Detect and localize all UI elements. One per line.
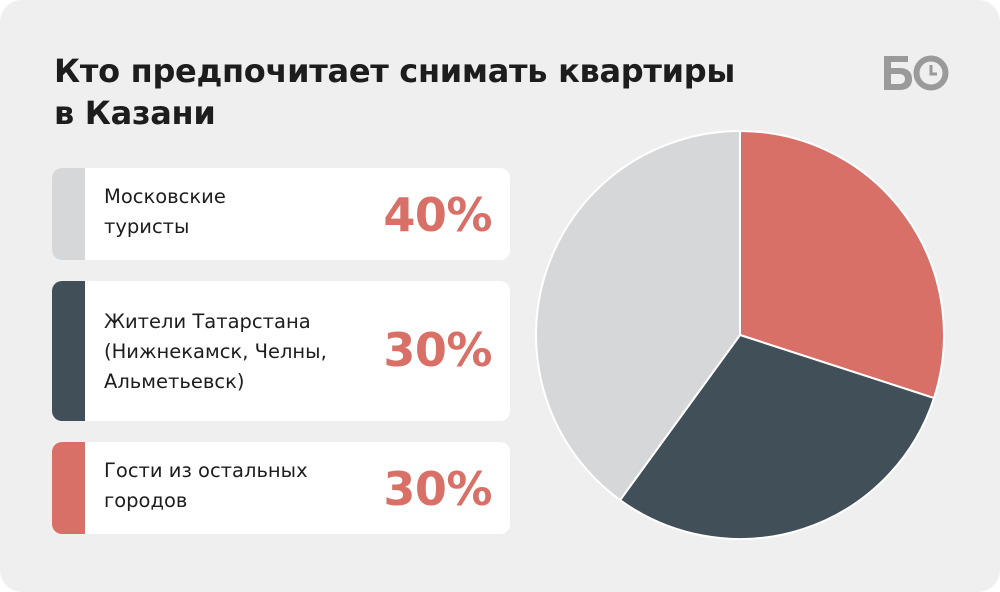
legend-item-tatarstan-residents: Жители Татарстана (Нижнекамск, Челны, Ал… (52, 281, 510, 421)
legend-label: Жители Татарстана (Нижнекамск, Челны, Ал… (104, 310, 327, 393)
legend-item-moscow-tourists: Московские туристы 40% (52, 168, 510, 260)
chart-title: Кто предпочитает снимать квартиры в Каза… (54, 52, 735, 132)
pie-slice-tatarstan-residents (619, 334, 936, 541)
legend-item-other-cities: Гости из остальных городов 30% (52, 442, 510, 534)
pie-slice-other-cities (739, 130, 945, 400)
legend-label: Московские туристы (104, 185, 226, 238)
legend-swatch (52, 442, 85, 534)
legend-label: Гости из остальных городов (104, 459, 308, 512)
legend-swatch (52, 168, 85, 260)
pie-slice-moscow-tourists (535, 130, 741, 502)
bo-logo-icon (884, 55, 949, 91)
pie-chart (535, 130, 945, 541)
legend-value: 30% (383, 323, 492, 377)
legend-value: 30% (383, 462, 492, 516)
legend-swatch (52, 281, 85, 421)
legend-value: 40% (383, 188, 492, 242)
